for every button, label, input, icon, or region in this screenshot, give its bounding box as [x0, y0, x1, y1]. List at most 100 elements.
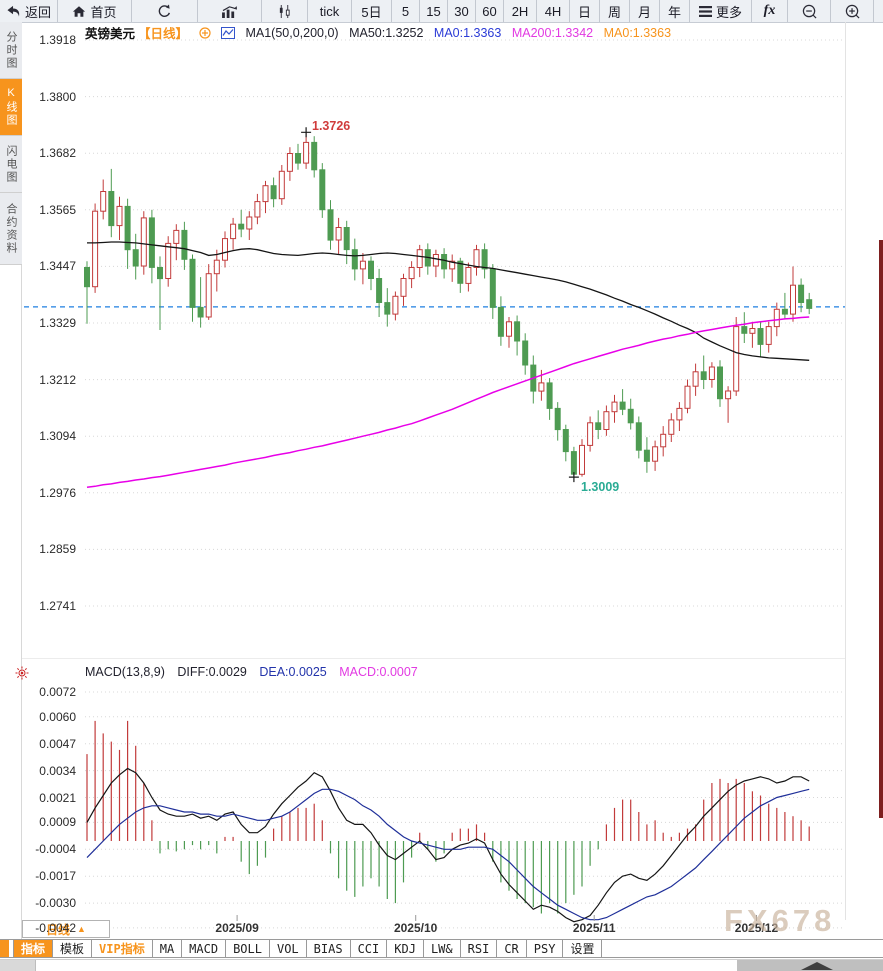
price-axis-label: 1.2741 — [39, 599, 76, 613]
price-axis-label: 1.2976 — [39, 485, 76, 500]
tab-psy[interactable]: PSY — [525, 940, 564, 957]
x-axis-month-label: 2025/11 — [572, 921, 616, 935]
macd-hist-value: MACD:0.0007 — [339, 665, 418, 679]
price-axis-label: 1.3212 — [39, 372, 76, 387]
right-scroll-strip[interactable] — [879, 240, 883, 818]
candlestick-style-button[interactable] — [262, 0, 308, 22]
ma0-orange-value: MA0:1.3363 — [603, 25, 672, 40]
price-chart-header: 英镑美元 【日线】 MA1(50,0,200,0) MA50:1.3252 MA0… — [85, 23, 678, 42]
x-axis-month-label: 2025/09 — [215, 921, 259, 935]
plot-right-border — [845, 22, 846, 920]
macd-title: MACD(13,8,9) — [85, 665, 165, 679]
macd-header: MACD(13,8,9) DIFF:0.0029 DEA:0.0025 MACD… — [85, 665, 427, 679]
interval-5m-button[interactable]: 5 — [392, 0, 420, 22]
refresh-button[interactable] — [132, 0, 198, 22]
macd-dea-value: DEA:0.0025 — [259, 665, 327, 679]
macd-axis-label: -0.0030 — [35, 896, 76, 911]
bar-chart-icon — [221, 5, 238, 18]
scroll-up-arrow-icon[interactable] — [801, 962, 833, 970]
price-axis-label: 1.3447 — [39, 259, 76, 274]
ma50-value: MA50:1.3252 — [349, 25, 424, 40]
macd-diff-value: DIFF:0.0029 — [177, 665, 247, 679]
macd-axis-label: 0.0060 — [39, 709, 76, 724]
price-axis-label: 1.3918 — [39, 33, 76, 47]
macd-axis-label: -0.0017 — [35, 869, 76, 884]
interval-month-button[interactable]: 月 — [630, 0, 660, 22]
tab-kdj[interactable]: KDJ — [386, 940, 424, 957]
panel-divider — [22, 658, 845, 659]
sidebar-item-contract-info[interactable]: 合约资料 — [0, 193, 22, 265]
sidebar-item-kline-chart[interactable]: K线图 — [0, 79, 22, 136]
interval-year-button[interactable]: 年 — [660, 0, 690, 22]
macd-axis-label: 0.0072 — [39, 684, 76, 699]
ma0-blue-value: MA0:1.3363 — [433, 25, 502, 40]
zoom-in-icon — [845, 4, 860, 19]
bar-chart-button[interactable] — [198, 0, 262, 22]
tab-vol[interactable]: VOL — [268, 940, 307, 957]
indicator-tabbar: 指标 模板 VIP指标 MA MACD BOLL VOL BIAS CCI KDJ LW& RSI CR… — [0, 939, 883, 958]
interval-4h-button[interactable]: 4H — [537, 0, 570, 22]
interval-5day-button[interactable]: 5日 — [352, 0, 392, 22]
sidebar-item-lightning-chart[interactable]: 闪电图 — [0, 136, 22, 193]
tab-ma[interactable]: MA — [151, 940, 183, 957]
top-toolbar: 返回 首页 tick 5日 5 15 30 60 2H 4H 日 周 月 年 更… — [0, 0, 883, 23]
mini-chart-icon[interactable] — [221, 26, 235, 40]
tab-[interactable]: 模板 — [52, 940, 93, 957]
period-selector[interactable]: 日线 ▲ — [22, 920, 110, 938]
tab-[interactable]: 设置 — [562, 940, 603, 957]
price-axis-label: 1.3329 — [39, 316, 76, 330]
interval-day-button[interactable]: 日 — [570, 0, 600, 22]
tab-bias[interactable]: BIAS — [305, 940, 351, 957]
interval-2h-button[interactable]: 2H — [504, 0, 537, 22]
macd-axis-label: 0.0009 — [39, 815, 76, 830]
macd-axis-label: -0.0042 — [35, 920, 76, 935]
macd-axis-label: 0.0047 — [39, 736, 76, 751]
x-axis-month-label: 2025/10 — [393, 921, 438, 935]
tab-macd[interactable]: MACD — [181, 940, 227, 957]
interval-tick-button[interactable]: tick — [308, 0, 352, 22]
tab-cci[interactable]: CCI — [349, 940, 388, 957]
fx-label: fx — [763, 3, 776, 18]
zoom-out-button[interactable] — [788, 0, 831, 22]
price-axis-label: 1.3094 — [39, 429, 76, 444]
tabbar-accent-block — [0, 940, 9, 957]
tab-boll[interactable]: BOLL — [225, 940, 270, 957]
candlestick-icon — [277, 4, 292, 18]
macd-axis-label: 0.0034 — [39, 763, 76, 778]
x-axis-month-label: 2025/12 — [734, 921, 779, 935]
macd-axis-label: -0.0004 — [35, 842, 76, 857]
price-axis-label: 1.3565 — [39, 202, 76, 217]
zoom-in-button[interactable] — [831, 0, 874, 22]
back-button[interactable]: 返回 — [0, 0, 58, 22]
interval-week-button[interactable]: 周 — [600, 0, 630, 22]
price-axis-label: 1.2859 — [39, 542, 76, 557]
bottom-strip — [0, 959, 883, 971]
tick-label: tick — [319, 3, 340, 19]
more-label: 更多 — [715, 4, 742, 20]
symbol-name: 英镑美元 — [85, 27, 136, 41]
tab-vip[interactable]: VIP指标 — [91, 940, 153, 957]
tab-lw[interactable]: LW& — [422, 940, 461, 957]
horizontal-scrollbar[interactable] — [737, 960, 883, 971]
more-menu-button[interactable]: 更多 — [690, 0, 752, 22]
watermark: FX678 — [724, 903, 836, 938]
interval-60m-button[interactable]: 60 — [476, 0, 504, 22]
tab-cr[interactable]: CR — [496, 940, 527, 957]
add-indicator-icon[interactable] — [198, 26, 211, 40]
tab-rsi[interactable]: RSI — [459, 940, 498, 957]
home-label: 首页 — [90, 4, 117, 20]
ma200-value: MA200:1.3342 — [511, 25, 594, 40]
sidebar-item-time-chart[interactable]: 分时图 — [0, 22, 22, 79]
interval-30m-button[interactable]: 30 — [448, 0, 476, 22]
fx-functions-button[interactable]: fx — [752, 0, 788, 22]
indicator-settings-icon[interactable] — [15, 666, 29, 685]
period-selector-label: 日线 — [46, 922, 71, 937]
home-button[interactable]: 首页 — [58, 0, 132, 22]
hamburger-icon — [698, 5, 712, 17]
tab-[interactable]: 指标 — [13, 940, 54, 957]
refresh-icon — [157, 3, 172, 19]
low-price-annotation: 1.3009 — [581, 480, 620, 494]
interval-15m-button[interactable]: 15 — [420, 0, 448, 22]
back-label: 返回 — [24, 4, 51, 20]
